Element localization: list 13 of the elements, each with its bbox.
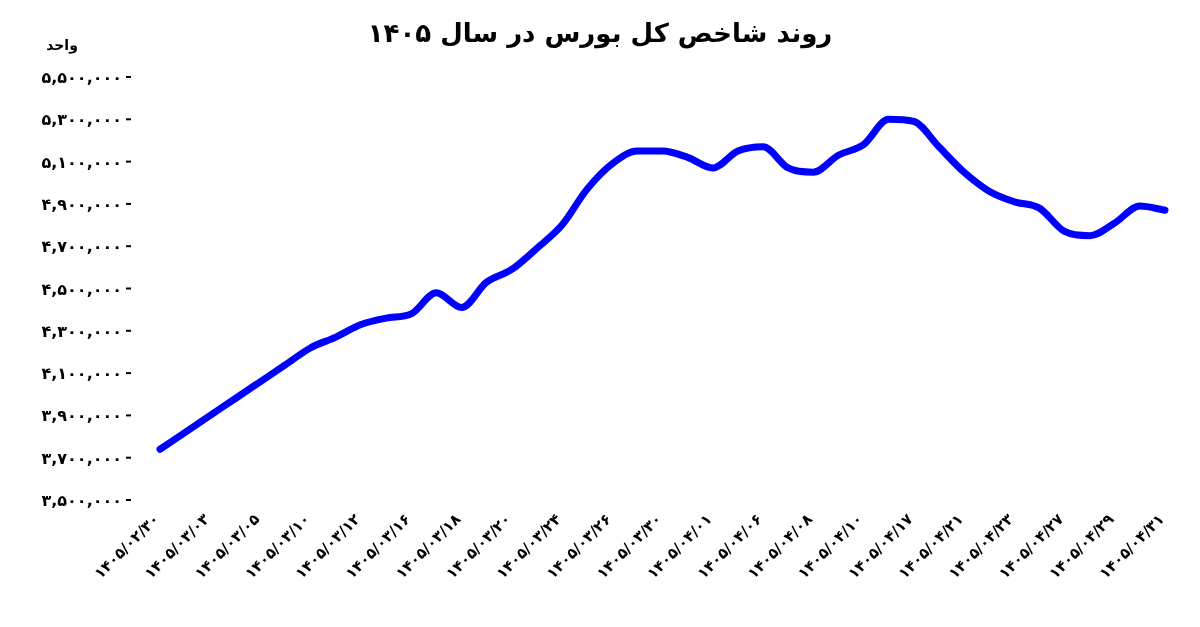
y-tick-label: ۳,۵۰۰,۰۰۰	[41, 491, 122, 510]
y-tick-label: ۴,۷۰۰,۰۰۰	[41, 237, 122, 257]
y-tick-label: ۴,۳۰۰,۰۰۰	[41, 321, 122, 341]
y-tick-label: ۳,۹۰۰,۰۰۰	[41, 406, 122, 426]
y-tick-label: ۴,۵۰۰,۰۰۰	[41, 279, 122, 299]
y-tick-label: ۳,۷۰۰,۰۰۰	[41, 448, 122, 468]
y-tick-label: ۵,۱۰۰,۰۰۰	[41, 152, 122, 172]
ylabel: واحد	[46, 37, 78, 53]
y-tick-label: ۴,۹۰۰,۰۰۰	[41, 194, 122, 214]
y-tick-label: ۴,۱۰۰,۰۰۰	[41, 364, 122, 384]
title: روند شاخص کل بورس در سال ۱۴۰۵	[367, 18, 833, 48]
y-tick-label: ۵,۵۰۰,۰۰۰	[41, 68, 122, 87]
y-tick-label: ۵,۳۰۰,۰۰۰	[41, 110, 122, 130]
